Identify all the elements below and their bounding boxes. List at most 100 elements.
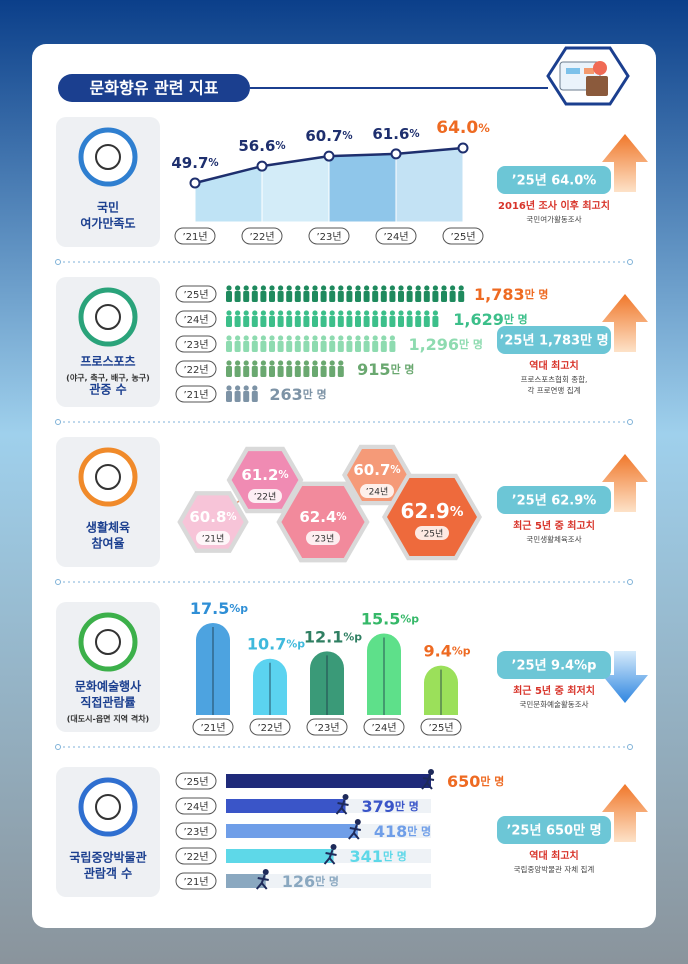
tick-pill (249, 718, 291, 736)
person-head (243, 285, 249, 291)
pictogram-row (226, 385, 258, 402)
value-number: 49.7 (171, 154, 208, 172)
person-head (269, 335, 275, 341)
callout: ’25년 62.9% (512, 494, 597, 509)
x-tick-label: ’24년 (383, 231, 408, 243)
x-tick-label: ’22년 (183, 851, 208, 863)
source: 국민생활체육조사 (526, 534, 581, 544)
person-body (432, 291, 439, 302)
tick-pill (175, 822, 217, 840)
x-tick-label: ’22년 (254, 492, 277, 503)
person-body (329, 316, 336, 327)
person-body (355, 341, 361, 352)
person-head (252, 335, 258, 341)
callout-note: 최근 5년 중 최저치 (513, 684, 595, 697)
callout: ’25년 9.4%p (512, 659, 597, 674)
person-head (338, 285, 344, 291)
person-body (243, 341, 250, 352)
callout-pill (497, 651, 611, 679)
person-head (321, 310, 327, 316)
person-head (286, 360, 292, 366)
person-body (260, 341, 267, 352)
person-body (337, 291, 344, 302)
person-body (312, 291, 318, 302)
person-head (346, 285, 352, 291)
source: 국립중앙박물관 자체 집계 (514, 864, 595, 874)
person-head (364, 335, 370, 341)
x-tick-label: ’23년 (183, 826, 208, 838)
value-unit: % (390, 465, 400, 476)
point (457, 142, 469, 154)
x-tick-label: ’21년 (200, 722, 225, 734)
person-head (329, 335, 335, 341)
person-head (424, 285, 430, 291)
callout: ’25년 1,783만 명 (499, 333, 608, 349)
icon-glyph (95, 144, 121, 170)
person-head (355, 310, 361, 316)
person-body (294, 366, 301, 377)
value-number: 15.5 (361, 609, 400, 628)
x-tick-label: ’24년 (366, 487, 389, 498)
value-label: 341만 명 (350, 847, 407, 866)
chart-title: (야구, 축구, 배구, 농구) (66, 373, 150, 383)
person-head (278, 285, 284, 291)
person-head (355, 285, 361, 291)
x-tick-label: ’23년 (312, 534, 335, 545)
value-label: 12.1%p (304, 627, 362, 646)
trend-arrow (602, 454, 648, 512)
person-body (277, 316, 284, 327)
person-head (338, 360, 344, 366)
person-head (312, 310, 318, 316)
bar-track (226, 874, 431, 888)
person-body (243, 291, 250, 302)
person-head (269, 360, 275, 366)
value-label: 9.4%p (423, 641, 470, 660)
trend-arrow (602, 784, 648, 842)
person-body (329, 366, 336, 377)
tick-pill (175, 797, 217, 815)
person-body (406, 316, 413, 327)
person-body (243, 366, 250, 377)
person-body (363, 341, 370, 352)
person-head (329, 310, 335, 316)
person-body (389, 341, 396, 352)
callout-note: 역대 최고치 (529, 849, 578, 862)
x-tick-label: ’25년 (183, 776, 208, 788)
x-tick-label: ’22년 (257, 722, 282, 734)
hexagon (281, 485, 365, 559)
person-head (286, 285, 292, 291)
value-unit: 만 명 (525, 287, 549, 301)
tick-pill (175, 310, 217, 328)
person-body (346, 316, 353, 327)
value-unit: 만 명 (391, 362, 415, 376)
point (323, 150, 335, 162)
point (256, 160, 268, 172)
person-body (355, 291, 361, 302)
tick-pill (306, 531, 340, 545)
person-body (294, 316, 301, 327)
runner-head (428, 769, 434, 775)
person-head (303, 335, 309, 341)
separator-dot (627, 744, 633, 750)
value-number: 10.7 (247, 634, 286, 653)
runner-head (354, 819, 361, 825)
person-head (381, 310, 387, 316)
runner-body (421, 774, 435, 790)
value-unit: 만 명 (315, 874, 339, 888)
person-head (235, 285, 241, 291)
person-head (424, 310, 430, 316)
person-head (226, 285, 232, 291)
person-head (226, 385, 232, 391)
value-unit: % (275, 141, 285, 152)
person-body (320, 366, 327, 377)
person-head (260, 360, 266, 366)
value-unit: % (336, 512, 346, 523)
x-tick-label: ’25년 (450, 231, 475, 243)
person-body (286, 366, 293, 377)
tick-pill (174, 227, 216, 245)
person-body (337, 316, 344, 327)
value-number: 126 (282, 872, 315, 891)
person-head (407, 285, 413, 291)
icon-ring (78, 127, 138, 187)
person-body (380, 316, 387, 327)
